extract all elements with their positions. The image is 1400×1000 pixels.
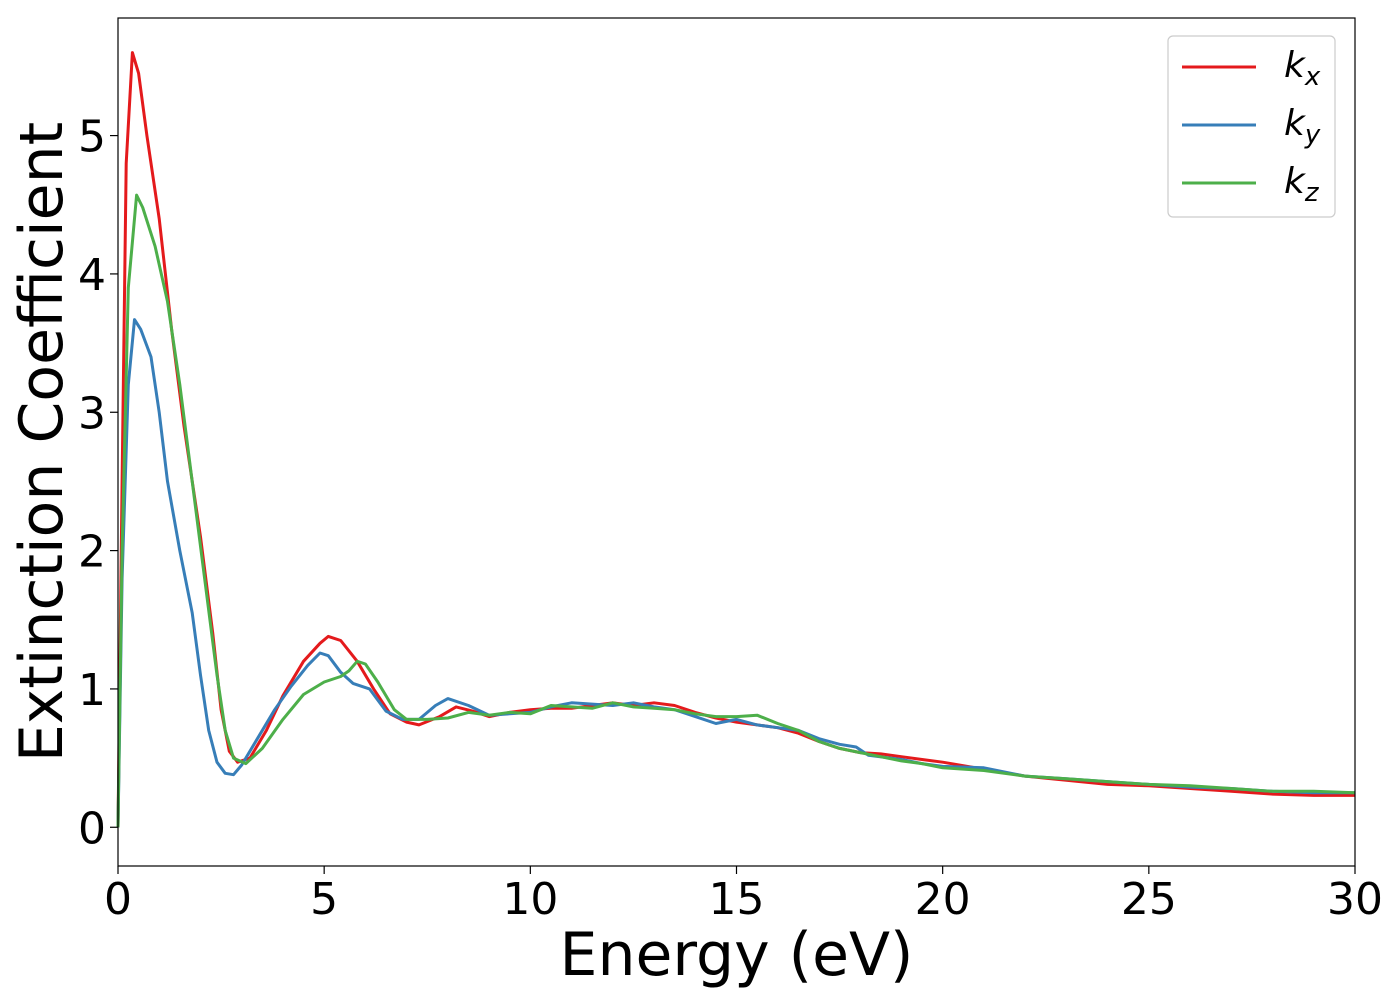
y-tick-label: 2 xyxy=(78,527,106,578)
x-tick-label: 0 xyxy=(104,874,132,925)
legend: kx ky kz xyxy=(1167,35,1336,218)
y-tick-label: 1 xyxy=(78,665,106,716)
legend-label-z: kz xyxy=(1284,161,1320,208)
x-tick-label: 5 xyxy=(310,874,338,925)
x-axis-label: Energy (eV) xyxy=(560,920,914,990)
x-axis-ticks: 0 5 10 15 20 25 30 xyxy=(104,866,1383,925)
y-tick-label: 3 xyxy=(78,388,106,439)
series-line-z xyxy=(116,193,1356,828)
y-tick-label: 0 xyxy=(78,803,106,854)
y-axis-label: Extinction Coefficient xyxy=(7,122,77,762)
x-tick-label: 10 xyxy=(502,874,558,925)
legend-label-x: kx xyxy=(1284,45,1321,92)
y-axis-ticks: 0 1 2 3 4 5 xyxy=(78,112,118,854)
legend-label-y: ky xyxy=(1284,103,1321,150)
x-tick-label: 25 xyxy=(1121,874,1177,925)
y-tick-label: 4 xyxy=(78,250,106,301)
series-line-y xyxy=(116,318,1355,828)
x-tick-label: 15 xyxy=(709,874,765,925)
x-tick-label: 20 xyxy=(915,874,971,925)
x-tick-label: 30 xyxy=(1327,874,1383,925)
y-tick-label: 5 xyxy=(78,112,106,163)
